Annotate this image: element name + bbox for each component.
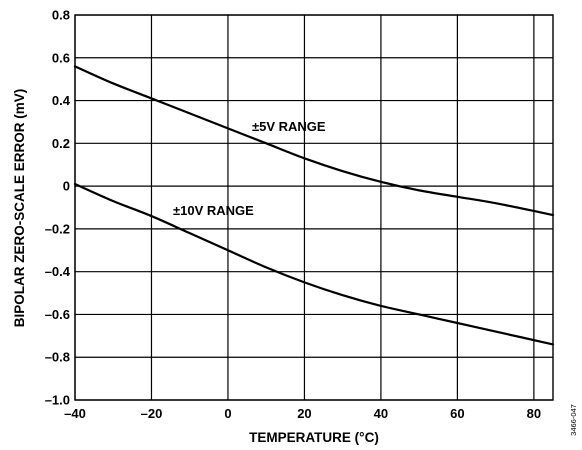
x-tick-label: –20: [141, 406, 163, 421]
annotation-5v-range: ±5V RANGE: [252, 119, 326, 134]
x-tick-label: –40: [64, 406, 86, 421]
series-line-10v-range: [73, 182, 555, 346]
series-line-5v-range: [73, 65, 555, 217]
grid: [74, 14, 553, 401]
plot-frame: [74, 14, 554, 401]
y-tick-label: 0.8: [52, 8, 70, 23]
y-tick-label: 0: [63, 179, 70, 194]
y-tick-label: 0.2: [52, 136, 70, 151]
x-tick-label: 20: [297, 406, 311, 421]
y-tick-label: –0.4: [45, 264, 71, 279]
annotation-10v-range: ±10V RANGE: [173, 203, 254, 218]
y-tick-label: –1.0: [45, 393, 70, 408]
y-tick-label: 0.6: [52, 50, 70, 65]
series-group: [73, 65, 555, 346]
x-tick-label: 60: [450, 406, 464, 421]
y-tick-label: –0.6: [45, 307, 70, 322]
y-tick-label: –0.8: [45, 350, 70, 365]
tick-labels: –40 –20 0 20 40 60 80 0.8 0.6 0.4 0.2 0 –0.2 –0.4 –0.6…: [45, 8, 541, 422]
y-tick-label: 0.4: [52, 93, 71, 108]
y-tick-label: –0.2: [45, 221, 70, 236]
figure-id-label: 3466-047: [569, 404, 578, 436]
x-tick-label: 0: [224, 406, 231, 421]
y-axis-title: BIPOLAR ZERO-SCALE ERROR (mV): [12, 89, 27, 328]
x-tick-label: 40: [374, 406, 388, 421]
x-tick-label: 80: [527, 406, 541, 421]
x-axis-title: TEMPERATURE (°C): [249, 430, 379, 445]
